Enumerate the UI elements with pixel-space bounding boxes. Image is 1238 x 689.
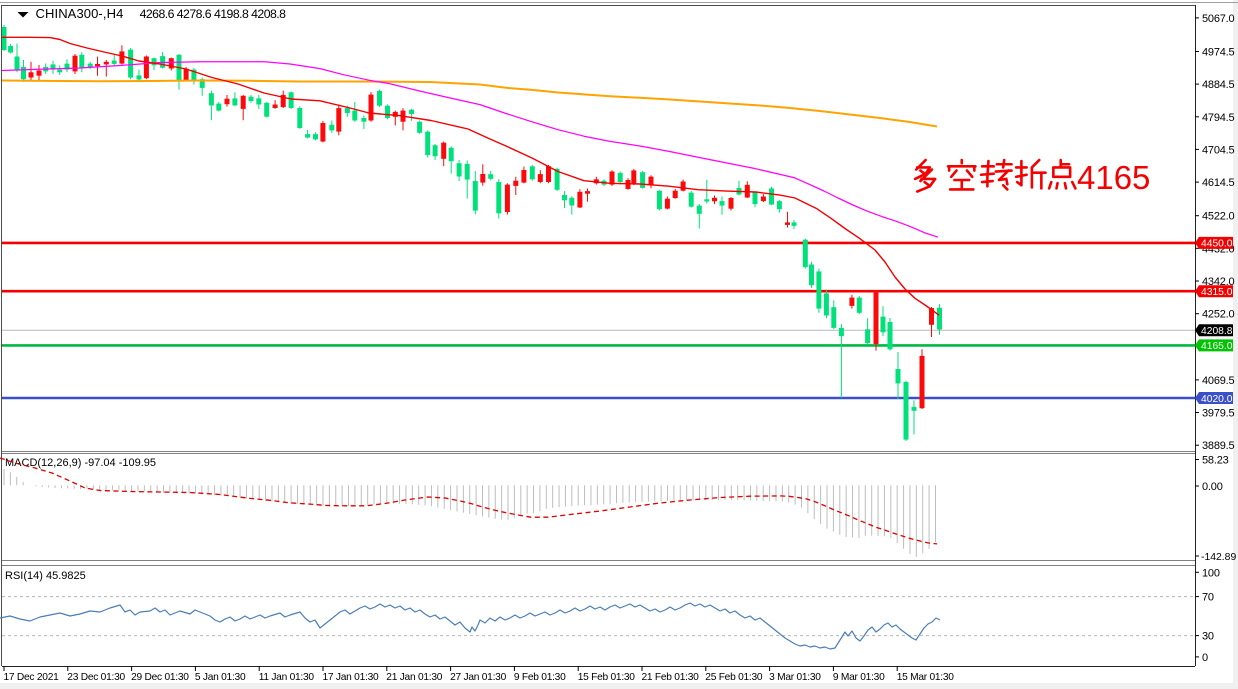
svg-text:4522.0: 4522.0 — [1202, 211, 1235, 223]
svg-text:100: 100 — [1202, 567, 1220, 579]
svg-text:4704.5: 4704.5 — [1202, 144, 1235, 156]
svg-text:RSI(14) 45.9825: RSI(14) 45.9825 — [5, 570, 86, 582]
svg-text:4614.5: 4614.5 — [1202, 177, 1235, 189]
svg-text:4069.5: 4069.5 — [1202, 375, 1235, 387]
svg-text:4268.6 4278.6 4198.8 4208.8: 4268.6 4278.6 4198.8 4208.8 — [140, 7, 287, 21]
svg-text:3889.5: 3889.5 — [1202, 440, 1235, 452]
svg-text:4252.0: 4252.0 — [1202, 309, 1235, 321]
svg-text:MACD(12,26,9) -97.04 -109.95: MACD(12,26,9) -97.04 -109.95 — [5, 457, 156, 469]
svg-text:58.23: 58.23 — [1202, 455, 1229, 467]
svg-text:23 Dec 01:30: 23 Dec 01:30 — [67, 672, 125, 683]
svg-text:9 Feb 01:30: 9 Feb 01:30 — [514, 672, 566, 683]
svg-text:4315.0: 4315.0 — [1201, 287, 1233, 298]
svg-text:3 Mar 01:30: 3 Mar 01:30 — [769, 672, 821, 683]
svg-text:4974.5: 4974.5 — [1202, 47, 1235, 59]
svg-text:9 Mar 01:30: 9 Mar 01:30 — [833, 672, 885, 683]
svg-text:5067.0: 5067.0 — [1202, 13, 1235, 25]
svg-text:15 Mar 01:30: 15 Mar 01:30 — [897, 672, 955, 683]
svg-text:4884.5: 4884.5 — [1202, 79, 1235, 91]
svg-text:CHINA300-,H4: CHINA300-,H4 — [36, 6, 124, 21]
svg-text:4794.5: 4794.5 — [1202, 112, 1235, 124]
svg-text:21 Jan 01:30: 21 Jan 01:30 — [386, 672, 442, 683]
svg-text:29 Dec 01:30: 29 Dec 01:30 — [131, 672, 189, 683]
svg-text:0.00: 0.00 — [1202, 481, 1223, 493]
svg-text:70: 70 — [1202, 592, 1214, 604]
svg-text:17 Jan 01:30: 17 Jan 01:30 — [323, 672, 379, 683]
svg-text:4020.0: 4020.0 — [1201, 394, 1233, 405]
svg-text:27 Jan 01:30: 27 Jan 01:30 — [450, 672, 506, 683]
svg-text:0: 0 — [1202, 652, 1208, 664]
svg-text:5 Jan 01:30: 5 Jan 01:30 — [195, 672, 246, 683]
svg-text:4208.8: 4208.8 — [1201, 326, 1233, 337]
svg-text:15 Feb 01:30: 15 Feb 01:30 — [578, 672, 636, 683]
svg-text:4165.0: 4165.0 — [1201, 341, 1233, 352]
svg-text:3979.5: 3979.5 — [1202, 408, 1235, 420]
svg-text:30: 30 — [1202, 631, 1214, 643]
svg-text:25 Feb 01:30: 25 Feb 01:30 — [705, 672, 763, 683]
svg-text:4342.0: 4342.0 — [1202, 276, 1235, 288]
svg-text:4450.0: 4450.0 — [1201, 239, 1233, 250]
svg-text:4165: 4165 — [1077, 159, 1150, 196]
svg-text:17 Dec 2021: 17 Dec 2021 — [4, 672, 60, 683]
svg-text:21 Feb 01:30: 21 Feb 01:30 — [642, 672, 700, 683]
svg-text:-142.89: -142.89 — [1201, 552, 1236, 563]
svg-text:11 Jan 01:30: 11 Jan 01:30 — [259, 672, 315, 683]
